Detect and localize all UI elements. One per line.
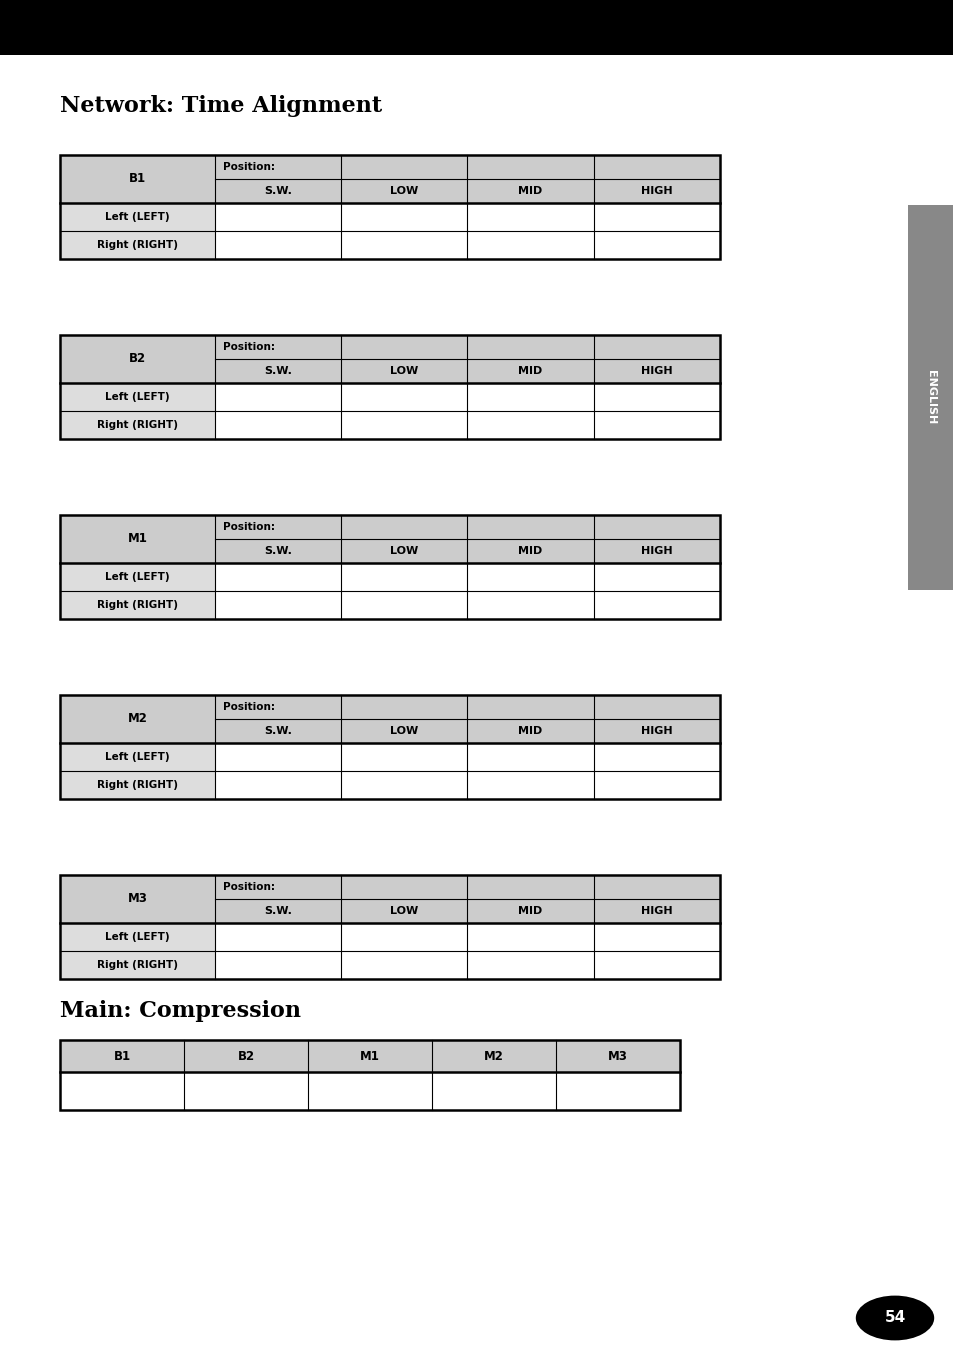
Text: LOW: LOW (390, 726, 418, 736)
Text: Position:: Position: (223, 702, 274, 711)
Text: MID: MID (518, 186, 542, 196)
Text: Left (LEFT): Left (LEFT) (105, 392, 170, 402)
Text: Left (LEFT): Left (LEFT) (105, 211, 170, 222)
Bar (214, 875, 720, 898)
Text: MID: MID (518, 906, 542, 916)
Text: HIGH: HIGH (640, 546, 672, 556)
Text: Right (RIGHT): Right (RIGHT) (97, 780, 178, 790)
Text: LOW: LOW (390, 546, 418, 556)
Text: HIGH: HIGH (640, 726, 672, 736)
Text: Position:: Position: (223, 163, 274, 172)
Bar (60, 875, 720, 980)
Bar (60, 591, 214, 619)
Text: HIGH: HIGH (640, 906, 672, 916)
Bar (556, 1041, 679, 1072)
Text: M1: M1 (359, 1050, 379, 1062)
Bar (432, 1041, 556, 1072)
Text: S.W.: S.W. (264, 186, 292, 196)
Text: Left (LEFT): Left (LEFT) (105, 932, 170, 942)
Text: S.W.: S.W. (264, 546, 292, 556)
Text: B2: B2 (129, 352, 146, 366)
Text: B1: B1 (129, 172, 146, 186)
Text: LOW: LOW (390, 906, 418, 916)
Text: Main: Compression: Main: Compression (60, 1000, 301, 1022)
Text: M3: M3 (607, 1050, 627, 1062)
Bar (60, 1041, 679, 1110)
Text: HIGH: HIGH (640, 366, 672, 375)
Bar (184, 1041, 308, 1072)
Text: Position:: Position: (223, 882, 274, 892)
Text: Left (LEFT): Left (LEFT) (105, 752, 170, 762)
Text: Position:: Position: (223, 341, 274, 352)
Bar (214, 154, 720, 179)
Text: Left (LEFT): Left (LEFT) (105, 572, 170, 583)
Bar (60, 695, 214, 743)
Bar (214, 359, 720, 383)
Bar (60, 335, 720, 439)
Bar (907, 205, 953, 589)
Bar (214, 898, 720, 923)
Bar (60, 695, 720, 799)
Bar (0, 0, 953, 56)
Bar (60, 515, 214, 562)
Text: MID: MID (518, 726, 542, 736)
Bar (214, 179, 720, 203)
Bar (60, 515, 720, 619)
Text: S.W.: S.W. (264, 726, 292, 736)
Bar (60, 875, 214, 923)
Text: MID: MID (518, 366, 542, 375)
Text: M2: M2 (128, 713, 148, 725)
Bar (60, 743, 214, 771)
Bar (214, 695, 720, 720)
Text: S.W.: S.W. (264, 366, 292, 375)
Bar (214, 515, 720, 539)
Bar (60, 335, 214, 383)
Text: Network: Time Alignment: Network: Time Alignment (60, 95, 382, 117)
Text: LOW: LOW (390, 366, 418, 375)
Bar (60, 411, 214, 439)
Text: ENGLISH: ENGLISH (925, 370, 935, 424)
Bar (60, 923, 214, 951)
Bar (60, 230, 214, 259)
Text: HIGH: HIGH (640, 186, 672, 196)
Text: 54: 54 (883, 1310, 904, 1325)
Bar (60, 154, 214, 203)
Bar (60, 562, 214, 591)
Bar (60, 1041, 184, 1072)
Bar (214, 539, 720, 562)
Bar (214, 335, 720, 359)
Bar (60, 154, 720, 259)
Text: Right (RIGHT): Right (RIGHT) (97, 600, 178, 610)
Text: Position:: Position: (223, 522, 274, 533)
Text: Right (RIGHT): Right (RIGHT) (97, 240, 178, 251)
Bar (60, 383, 214, 411)
Text: LOW: LOW (390, 186, 418, 196)
Text: S.W.: S.W. (264, 906, 292, 916)
Bar (60, 203, 214, 230)
Text: Right (RIGHT): Right (RIGHT) (97, 420, 178, 430)
Bar (308, 1041, 432, 1072)
Text: M2: M2 (483, 1050, 503, 1062)
Text: B2: B2 (237, 1050, 254, 1062)
Text: M3: M3 (128, 893, 148, 905)
Text: B1: B1 (113, 1050, 131, 1062)
Ellipse shape (855, 1295, 933, 1340)
Bar (60, 771, 214, 799)
Bar (214, 720, 720, 743)
Text: MID: MID (518, 546, 542, 556)
Text: M1: M1 (128, 533, 148, 546)
Bar (60, 951, 214, 980)
Text: Right (RIGHT): Right (RIGHT) (97, 959, 178, 970)
